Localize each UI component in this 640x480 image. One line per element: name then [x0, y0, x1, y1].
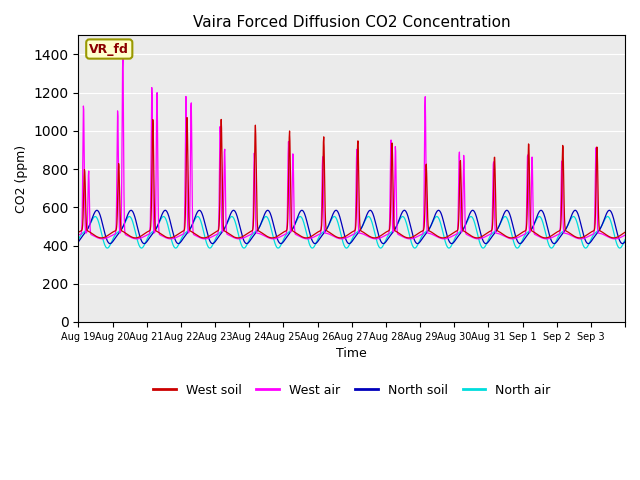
Title: Vaira Forced Diffusion CO2 Concentration: Vaira Forced Diffusion CO2 Concentration — [193, 15, 511, 30]
West air — [161, 234, 168, 240]
West air — [328, 232, 335, 238]
West soil — [75, 229, 83, 235]
Line: North soil: North soil — [79, 210, 625, 243]
Legend: West soil, West air, North soil, North air: West soil, West air, North soil, North a… — [148, 379, 556, 402]
North air — [328, 216, 335, 222]
Line: West soil: West soil — [79, 118, 625, 238]
West soil — [268, 235, 276, 241]
North soil — [615, 235, 623, 241]
West air — [615, 235, 623, 241]
West soil — [328, 231, 335, 237]
West air — [621, 232, 629, 238]
West soil — [621, 229, 629, 235]
North soil — [561, 228, 569, 233]
North soil — [93, 207, 100, 213]
West air — [561, 230, 569, 236]
West air — [303, 236, 311, 242]
West soil — [481, 231, 489, 237]
Y-axis label: CO2 (ppm): CO2 (ppm) — [15, 144, 28, 213]
North air — [206, 245, 214, 251]
West air — [119, 55, 127, 61]
North soil — [481, 240, 488, 246]
Text: VR_fd: VR_fd — [90, 43, 129, 56]
Line: North air: North air — [79, 216, 625, 248]
North soil — [516, 240, 524, 246]
West air — [481, 234, 489, 240]
X-axis label: Time: Time — [337, 347, 367, 360]
North air — [481, 244, 489, 250]
West soil — [338, 235, 346, 240]
North soil — [338, 221, 346, 227]
North air — [615, 244, 623, 250]
West air — [75, 232, 83, 238]
North soil — [328, 216, 335, 221]
North air — [338, 236, 346, 241]
North air — [75, 237, 83, 242]
West soil — [561, 226, 569, 232]
West air — [338, 236, 346, 242]
Line: West air: West air — [79, 58, 625, 239]
West soil — [615, 234, 623, 240]
North air — [561, 227, 569, 232]
North soil — [621, 239, 629, 245]
North air — [621, 237, 629, 242]
West soil — [160, 233, 168, 239]
North soil — [161, 208, 168, 214]
North air — [161, 214, 168, 220]
West soil — [183, 115, 191, 120]
North soil — [75, 239, 83, 245]
North air — [159, 214, 167, 219]
